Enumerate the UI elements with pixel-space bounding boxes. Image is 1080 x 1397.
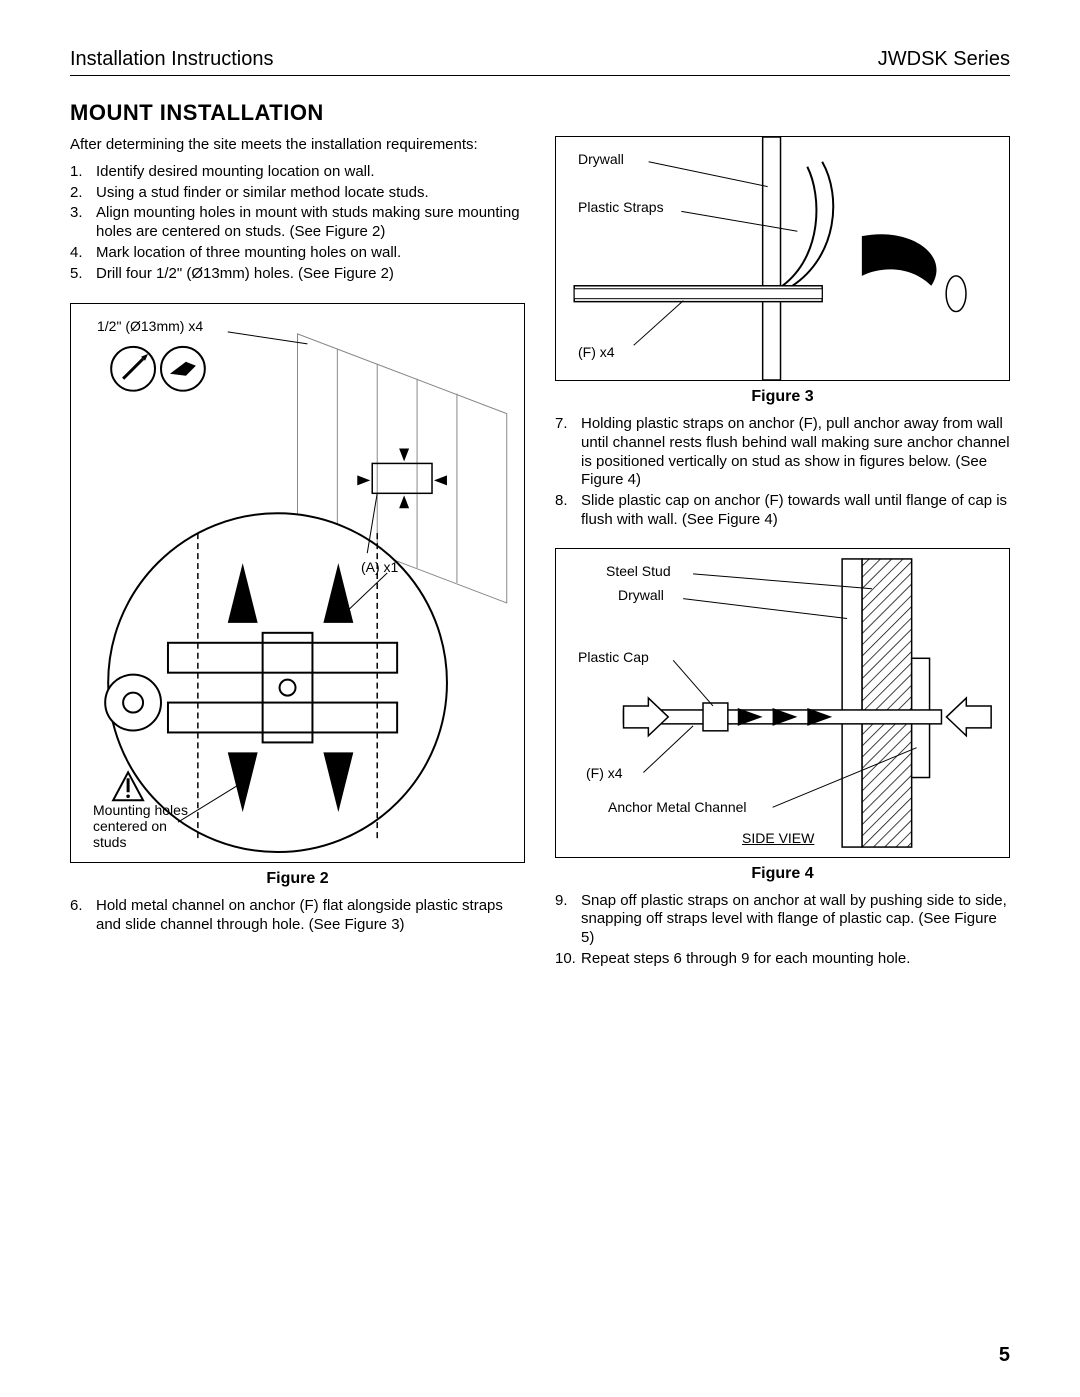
fig4-drywall-label: Drywall (618, 587, 664, 603)
step-item: 4.Mark location of three mounting holes … (70, 244, 525, 263)
step-item: 5.Drill four 1/2" (Ø13mm) holes. (See Fi… (70, 265, 525, 284)
right-column: Drywall Plastic Straps (F) x4 Figure 3 7… (555, 136, 1010, 971)
figure-3-caption: Figure 3 (555, 387, 1010, 407)
step-item: 1.Identify desired mounting location on … (70, 163, 525, 182)
intro-text: After determining the site meets the ins… (70, 136, 525, 155)
header-left: Installation Instructions (70, 48, 273, 71)
fig4-channel-label: Anchor Metal Channel (608, 799, 747, 815)
steps-1-5: 1.Identify desired mounting location on … (70, 163, 525, 284)
fig2-mount-label: Mounting holes centered on studs (93, 802, 203, 850)
step-item: 6.Hold metal channel on anchor (F) flat … (70, 897, 525, 935)
step-item: 9.Snap off plastic straps on anchor at w… (555, 892, 1010, 948)
two-column-layout: After determining the site meets the ins… (70, 136, 1010, 971)
step-6: 6.Hold metal channel on anchor (F) flat … (70, 897, 525, 935)
figure-2-box: 1/2" (Ø13mm) x4 (A) x1 Mounting holes ce… (70, 303, 525, 863)
figure-2-diagram (71, 304, 524, 862)
fig2-drill-label: 1/2" (Ø13mm) x4 (97, 318, 203, 334)
left-column: After determining the site meets the ins… (70, 136, 525, 971)
steps-7-8: 7.Holding plastic straps on anchor (F), … (555, 415, 1010, 530)
figure-4-caption: Figure 4 (555, 864, 1010, 884)
step-item: 8.Slide plastic cap on anchor (F) toward… (555, 492, 1010, 530)
step-item: 2.Using a stud finder or similar method … (70, 184, 525, 203)
fig4-steel-label: Steel Stud (606, 563, 671, 579)
steps-9-10: 9.Snap off plastic straps on anchor at w… (555, 892, 1010, 969)
fig3-straps-label: Plastic Straps (578, 199, 664, 215)
fig3-drywall-label: Drywall (578, 151, 624, 167)
fig4-f-label: (F) x4 (586, 765, 623, 781)
step-item: 7.Holding plastic straps on anchor (F), … (555, 415, 1010, 490)
page-number: 5 (999, 1344, 1010, 1367)
step-item: 3.Align mounting holes in mount with stu… (70, 204, 525, 242)
figure-2-caption: Figure 2 (70, 869, 525, 889)
fig3-f-label: (F) x4 (578, 344, 615, 360)
fig4-sideview-label: SIDE VIEW (742, 830, 814, 846)
header-right: JWDSK Series (878, 48, 1010, 71)
section-title: MOUNT INSTALLATION (70, 100, 1010, 126)
figure-3-diagram (556, 137, 1009, 380)
step-item: 10.Repeat steps 6 through 9 for each mou… (555, 950, 1010, 969)
fig2-a-label: (A) x1 (361, 559, 398, 575)
figure-4-box: Steel Stud Drywall Plastic Cap (F) x4 An… (555, 548, 1010, 858)
fig4-cap-label: Plastic Cap (578, 649, 649, 665)
figure-3-box: Drywall Plastic Straps (F) x4 (555, 136, 1010, 381)
page-header: Installation Instructions JWDSK Series (70, 48, 1010, 76)
